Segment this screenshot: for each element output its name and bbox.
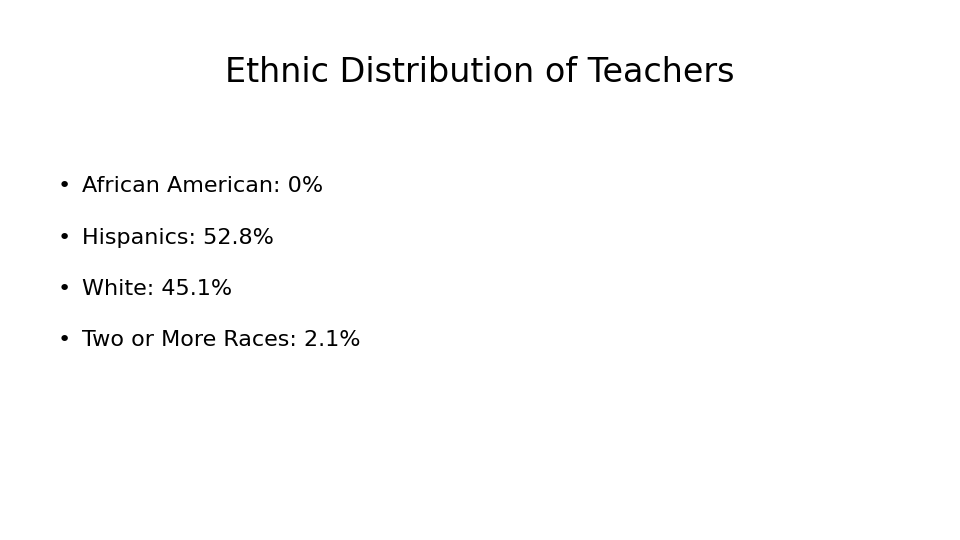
Text: •: •	[58, 227, 71, 248]
Text: •: •	[58, 330, 71, 350]
Text: Hispanics: 52.8%: Hispanics: 52.8%	[82, 227, 274, 248]
Text: •: •	[58, 279, 71, 299]
Text: Two or More Races: 2.1%: Two or More Races: 2.1%	[82, 330, 360, 350]
Text: Ethnic Distribution of Teachers: Ethnic Distribution of Teachers	[226, 56, 734, 90]
Text: •: •	[58, 176, 71, 197]
Text: White: 45.1%: White: 45.1%	[82, 279, 231, 299]
Text: African American: 0%: African American: 0%	[82, 176, 323, 197]
